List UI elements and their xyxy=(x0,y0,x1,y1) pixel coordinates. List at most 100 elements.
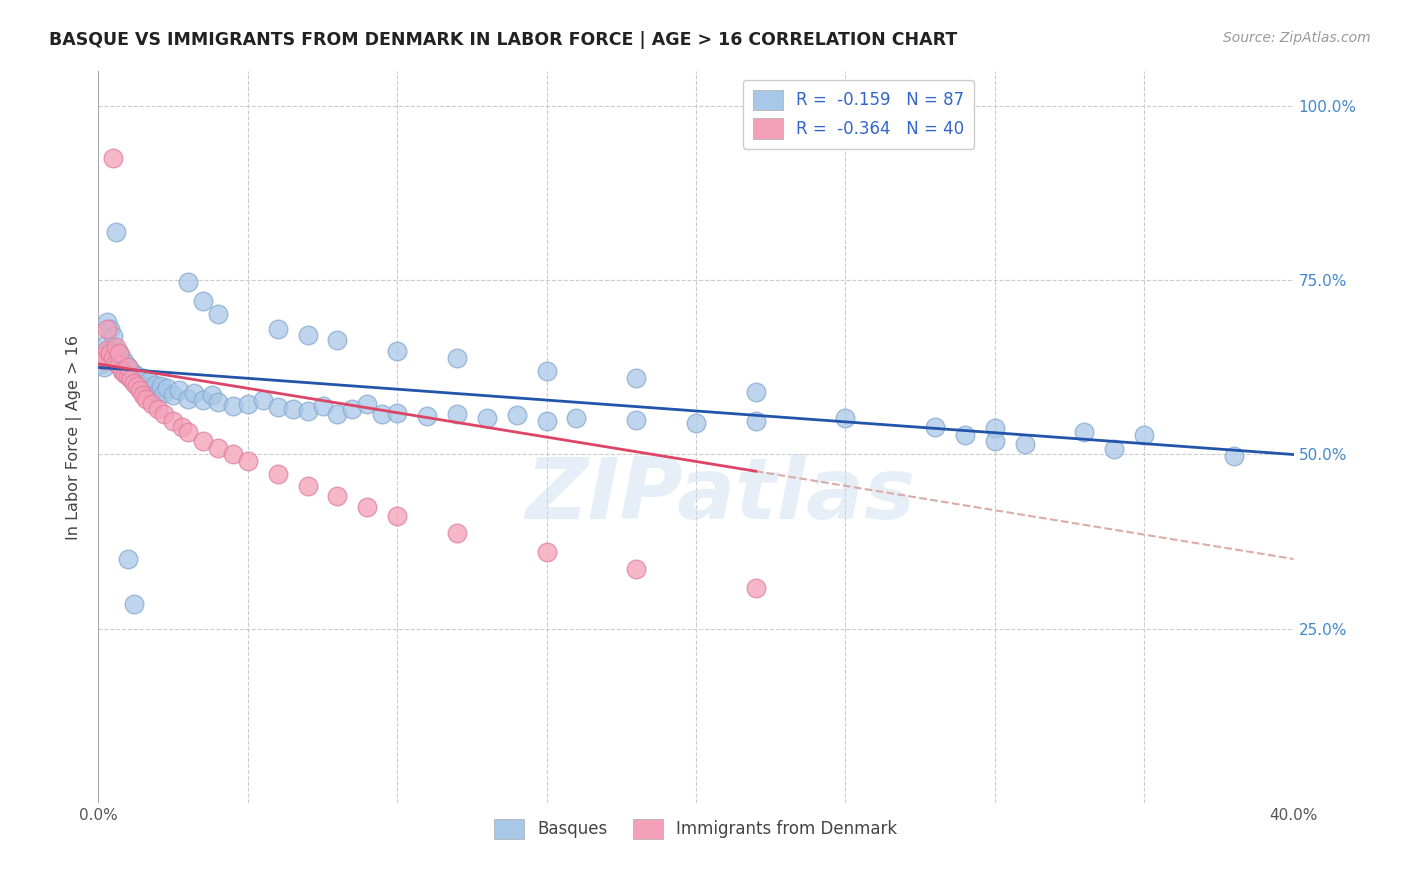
Point xyxy=(124,597,146,611)
Point xyxy=(103,350,125,364)
Point xyxy=(114,355,136,369)
Point xyxy=(98,346,122,360)
Point xyxy=(1133,428,1156,442)
Point xyxy=(96,322,118,336)
Point xyxy=(252,393,274,408)
Point xyxy=(108,359,131,373)
Point xyxy=(162,414,184,428)
Point xyxy=(96,315,118,329)
Point xyxy=(96,336,118,351)
Point xyxy=(108,346,131,360)
Point xyxy=(1223,449,1246,463)
Point xyxy=(117,552,139,566)
Point xyxy=(98,343,122,357)
Point xyxy=(281,402,304,417)
Point xyxy=(143,377,166,392)
Point xyxy=(132,387,155,401)
Point xyxy=(98,322,122,336)
Point xyxy=(626,371,648,385)
Point xyxy=(1104,442,1126,456)
Point xyxy=(90,350,112,364)
Text: Source: ZipAtlas.com: Source: ZipAtlas.com xyxy=(1223,31,1371,45)
Point xyxy=(385,406,409,420)
Point xyxy=(207,441,229,455)
Point xyxy=(167,384,190,398)
Point xyxy=(626,562,648,576)
Point xyxy=(117,360,139,375)
Point xyxy=(132,379,155,393)
Point xyxy=(124,368,146,382)
Point xyxy=(311,399,333,413)
Point xyxy=(111,364,134,378)
Point xyxy=(297,404,319,418)
Point xyxy=(834,411,856,425)
Point xyxy=(191,393,214,408)
Point xyxy=(150,379,173,393)
Point xyxy=(201,388,224,402)
Point xyxy=(135,392,157,406)
Point xyxy=(297,479,319,493)
Point xyxy=(124,376,146,391)
Point xyxy=(222,448,245,462)
Point xyxy=(127,369,149,384)
Point xyxy=(114,365,136,379)
Point xyxy=(267,467,290,481)
Point xyxy=(127,375,149,389)
Point xyxy=(984,421,1007,435)
Point xyxy=(416,409,439,424)
Text: BASQUE VS IMMIGRANTS FROM DENMARK IN LABOR FORCE | AGE > 16 CORRELATION CHART: BASQUE VS IMMIGRANTS FROM DENMARK IN LAB… xyxy=(49,31,957,49)
Point xyxy=(177,392,200,406)
Point xyxy=(132,371,155,385)
Point xyxy=(446,407,468,421)
Point xyxy=(105,339,128,353)
Point xyxy=(236,397,259,411)
Point xyxy=(156,381,179,395)
Point xyxy=(326,333,349,347)
Point xyxy=(236,454,259,468)
Legend: Basques, Immigrants from Denmark: Basques, Immigrants from Denmark xyxy=(488,812,904,846)
Point xyxy=(326,407,349,421)
Point xyxy=(148,384,170,399)
Point xyxy=(191,294,214,309)
Point xyxy=(141,397,163,411)
Point xyxy=(96,343,118,357)
Point xyxy=(120,372,142,386)
Point xyxy=(117,369,139,384)
Point xyxy=(745,384,768,399)
Point xyxy=(446,351,468,366)
Point xyxy=(103,351,125,366)
Point xyxy=(1073,425,1095,440)
Point xyxy=(105,355,128,369)
Point xyxy=(111,351,134,366)
Y-axis label: In Labor Force | Age > 16: In Labor Force | Age > 16 xyxy=(66,334,83,540)
Point xyxy=(127,379,149,393)
Point xyxy=(135,381,157,395)
Point xyxy=(93,353,115,368)
Point xyxy=(148,402,170,417)
Point xyxy=(953,428,976,442)
Point xyxy=(172,419,194,434)
Point xyxy=(924,419,946,434)
Point xyxy=(117,360,139,375)
Point xyxy=(129,377,152,392)
Point xyxy=(207,395,229,409)
Point xyxy=(105,353,128,368)
Point xyxy=(385,344,409,359)
Point xyxy=(103,152,125,166)
Point xyxy=(267,322,290,336)
Point xyxy=(183,386,205,401)
Point xyxy=(745,581,768,595)
Point xyxy=(129,384,152,398)
Point xyxy=(191,434,214,448)
Point xyxy=(207,307,229,321)
Point xyxy=(90,357,112,371)
Point xyxy=(745,414,768,428)
Point xyxy=(138,375,160,389)
Point xyxy=(984,434,1007,448)
Point xyxy=(103,329,125,343)
Point xyxy=(1014,437,1036,451)
Point xyxy=(297,327,319,342)
Point xyxy=(326,489,349,503)
Point xyxy=(120,364,142,378)
Point xyxy=(108,346,131,360)
